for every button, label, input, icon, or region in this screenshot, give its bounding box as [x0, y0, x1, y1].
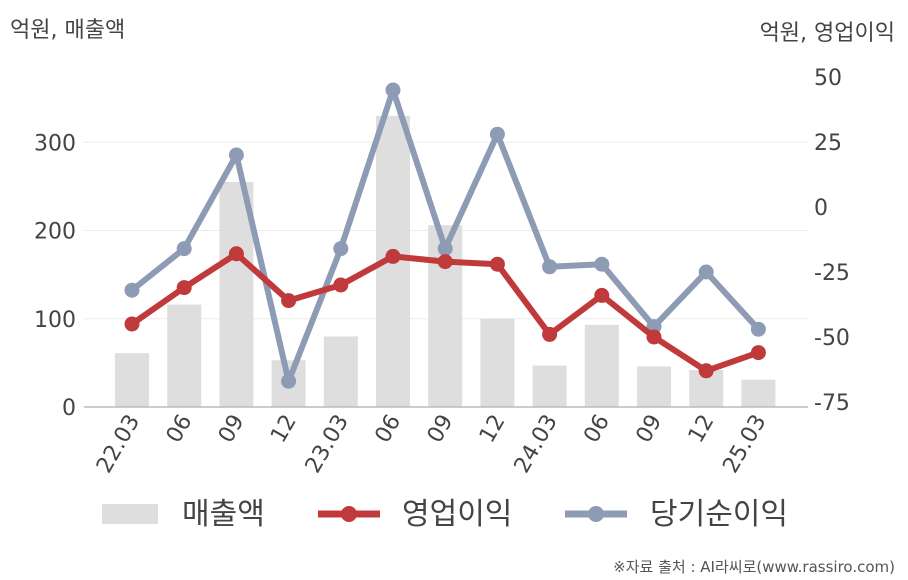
net-income-point [542, 259, 558, 275]
operating-profit-point [750, 345, 766, 361]
right-tick-label: 50 [814, 66, 842, 91]
net-income-point [750, 321, 766, 337]
x-tick-label: 25.03 [718, 411, 771, 478]
bar [741, 379, 776, 407]
net-income-point [228, 147, 244, 163]
right-tick-label: -25 [814, 261, 850, 286]
operating-profit-point [646, 329, 662, 345]
bar [584, 324, 619, 407]
x-tick-label: 22.03 [92, 411, 145, 478]
source-note: ※자료 출처 : AI라씨로(www.rassiro.com) [613, 558, 895, 576]
net-income-point [333, 241, 349, 257]
bar [637, 366, 671, 407]
net-income-point [594, 256, 610, 272]
bar [532, 365, 567, 407]
operating-profit-point [176, 280, 192, 296]
x-tick-label: 12 [266, 411, 302, 448]
legend-marker-net-income [588, 506, 604, 522]
net-income-point [385, 82, 401, 98]
x-tick-label: 12 [475, 411, 511, 448]
operating-profit-point [542, 326, 558, 342]
bar [480, 318, 515, 407]
operating-profit-point [333, 277, 349, 293]
net-income-point [124, 282, 140, 298]
operating-profit-point [385, 248, 401, 264]
right-tick-label: 25 [814, 131, 842, 156]
bar [323, 336, 358, 407]
bar [115, 353, 149, 407]
right-tick-label: -75 [814, 391, 850, 416]
net-income-point [489, 126, 505, 142]
operating-profit-point [281, 293, 297, 309]
legend: 매출액 영업이익 당기순이익 [102, 497, 788, 532]
x-tick-label: 23.03 [301, 411, 354, 478]
operating-profit-point [228, 246, 244, 262]
x-tick-label: 06 [371, 411, 407, 448]
x-tick-label: 09 [423, 411, 459, 448]
right-axis-title: 억원, 영업이익 [760, 21, 895, 46]
x-tick-label: 09 [632, 411, 668, 448]
line-series [124, 82, 766, 389]
operating-profit-point [698, 363, 714, 379]
operating-profit-point [124, 316, 140, 332]
bar [167, 304, 202, 407]
left-axis: 0 100 200 300 [34, 131, 76, 421]
legend-label-revenue: 매출액 [182, 497, 265, 532]
bar-series [115, 115, 776, 408]
net-income-point [698, 264, 714, 280]
right-tick-label: -50 [814, 326, 850, 351]
legend-marker-operating-profit [341, 506, 357, 522]
bar [219, 181, 254, 407]
left-tick-label: 100 [34, 308, 76, 333]
legend-swatch-revenue [102, 504, 158, 524]
x-tick-label: 24.03 [510, 411, 563, 478]
operating-profit-point [437, 254, 453, 270]
x-tick-label: 06 [162, 411, 198, 448]
x-tick-label: 09 [214, 411, 250, 448]
x-tick-label: 12 [684, 411, 720, 448]
left-axis-title: 억원, 매출액 [10, 18, 125, 43]
legend-label-net-income: 당기순이익 [650, 497, 788, 532]
net-income-point [437, 241, 453, 257]
right-axis: 50 25 0 -25 -50 -75 [814, 66, 850, 416]
left-tick-label: 300 [34, 131, 76, 156]
operating-profit-point [594, 287, 610, 303]
left-tick-label: 0 [62, 396, 76, 421]
net-income-point [176, 241, 192, 257]
x-axis: 22.03 06 09 12 23.03 06 09 12 24.03 06 09 12 25.03 [92, 411, 772, 478]
operating-profit-point [489, 256, 505, 272]
x-tick-label: 06 [579, 411, 615, 448]
left-tick-label: 200 [34, 220, 76, 245]
legend-label-operating-profit: 영업이익 [402, 497, 512, 532]
right-tick-label: 0 [814, 196, 828, 221]
net-income-point [281, 373, 297, 389]
